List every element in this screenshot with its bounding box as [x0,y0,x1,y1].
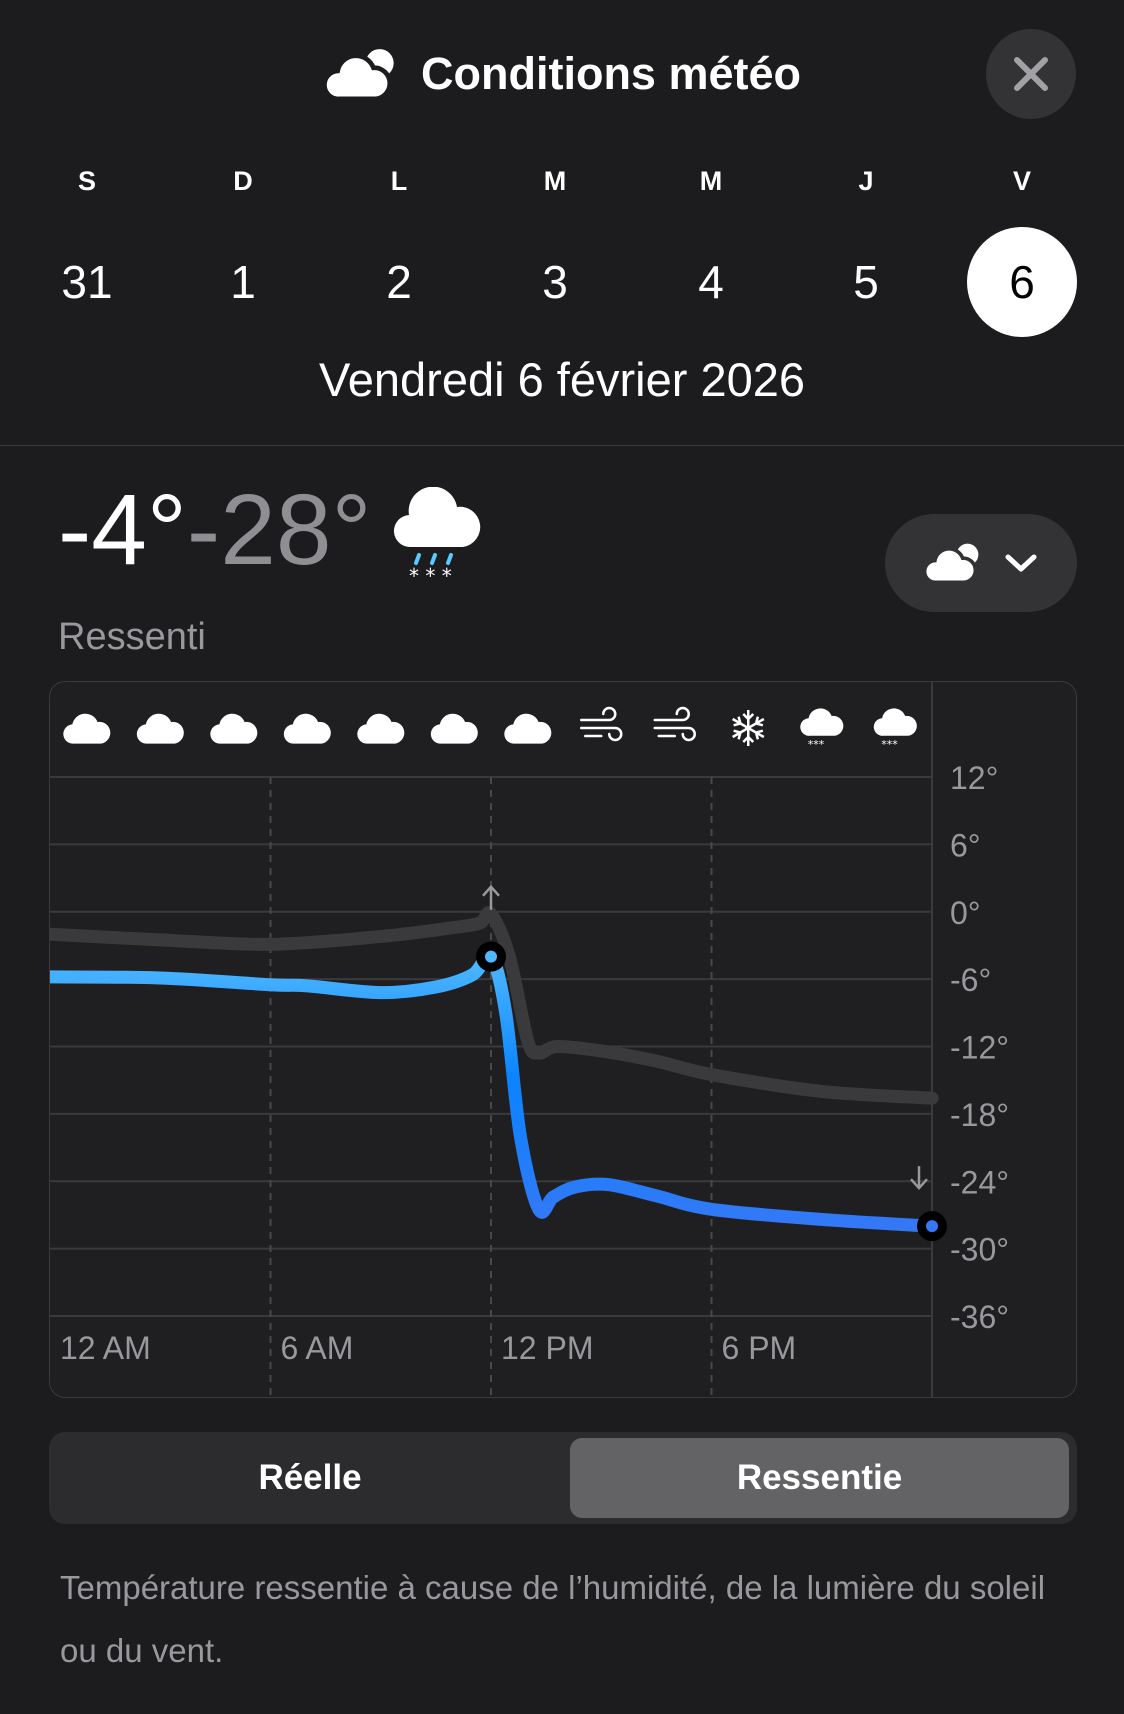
wind-icon [653,706,696,742]
cloud-sun-icon [924,543,979,585]
y-tick-label: -18° [950,1097,1009,1133]
x-tick-label: 6 AM [281,1330,354,1366]
cloud-sun-icon [323,46,399,102]
chevron-down-icon [1005,554,1037,572]
x-tick-label: 12 PM [501,1330,593,1366]
close-icon [1014,57,1048,91]
low-arrow-icon [910,1166,928,1191]
weekday-letter: V [1012,166,1031,196]
day-button[interactable]: 3 [542,256,568,308]
high-arrow-icon [482,884,500,910]
cloud-icon [357,713,405,744]
title-text: Conditions météo [421,48,801,99]
x-tick-label: 6 PM [722,1330,797,1366]
segment-reelle[interactable]: Réelle [258,1458,362,1497]
high-temp: -4° [58,474,187,586]
y-tick-label: -24° [950,1164,1009,1200]
cloud-icon [430,713,478,744]
y-tick-label: 0° [950,895,981,931]
marker-dot-low [926,1220,938,1233]
weekday-letter: J [858,166,874,196]
y-tick-label: 12° [950,760,998,796]
segmented-control: Réelle Ressentie [49,1432,1077,1524]
y-tick-label: -30° [950,1232,1009,1268]
series-line-feels_like [50,948,939,1233]
close-button[interactable] [986,29,1076,119]
cloud-shape [800,708,844,736]
weekday-letter: L [390,166,408,196]
svg-text:* * *: * * * [409,564,452,587]
weekday-letter: M [699,166,723,196]
day-button[interactable]: 6 [967,227,1077,337]
cloud-shape [210,713,258,744]
cloud-shape [504,713,552,744]
day-button[interactable]: 4 [698,256,724,308]
cloud-shape [357,713,405,744]
day-button[interactable]: 5 [853,256,879,308]
divider [0,445,1124,446]
series-line-actual [50,906,939,1105]
cloud-shape [63,713,111,744]
weekday-letter: S [77,166,96,196]
cloud-icon [504,713,552,744]
y-tick-label: -6° [950,962,991,998]
marker-dot-high [485,950,497,963]
low-temp: -28° [186,474,372,586]
wind-lines [580,706,623,742]
day-button[interactable]: 1 [230,256,256,308]
weekday-letter: D [233,166,253,196]
cloud-snow-icon: *** [800,708,844,751]
selected-date-label: Vendredi 6 février 2026 [319,353,805,406]
chart-svg: 12° 6° 0° -6° -12° -18° -24° -30° -36° 12 AM 6 AM 1… [50,682,1009,1397]
cloud-shape [283,713,331,744]
snow-dots: *** [881,738,898,751]
chart-type-selector[interactable] [885,514,1077,612]
y-tick-label: -12° [950,1030,1009,1066]
day-button[interactable]: 2 [386,256,412,308]
segment-ressentie[interactable]: Ressentie [570,1438,1069,1518]
snowflake-icon [732,710,765,746]
cloud-sleet-icon: * * * [394,487,481,587]
wind-icon [580,706,623,742]
temperature-chart[interactable]: 12° 6° 0° -6° -12° -18° -24° -30° -36° 12 AM 6 AM 1… [49,681,1077,1398]
cloud-shape [136,713,184,744]
cloud-snow-icon: *** [873,708,917,751]
cloud-icon [136,713,184,744]
y-tick-label: 6° [950,827,981,863]
cloud-icon [283,713,331,744]
cloud-icon [210,713,258,744]
temperature-summary: -4° -28° * * * [58,470,487,590]
cloud-icon [63,713,111,744]
footer-description: Température ressentie à cause de l’humid… [60,1569,1046,1669]
wind-lines [653,706,696,742]
cloud-shape [430,713,478,744]
snowflake-arm [732,716,765,740]
x-tick-label: 12 AM [60,1330,151,1366]
mode-label: Ressenti [58,616,206,658]
cloud-shape [873,708,917,736]
snow-dots: *** [808,738,825,751]
day-button[interactable]: 31 [61,256,113,308]
sheet-title: Conditions météo [0,46,1124,102]
y-tick-label: -36° [950,1299,1009,1335]
weekday-letter: M [543,166,567,196]
